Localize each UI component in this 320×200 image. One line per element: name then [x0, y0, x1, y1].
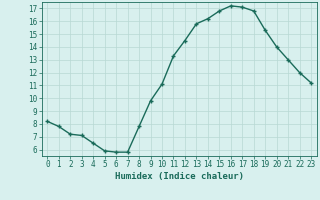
X-axis label: Humidex (Indice chaleur): Humidex (Indice chaleur): [115, 172, 244, 181]
